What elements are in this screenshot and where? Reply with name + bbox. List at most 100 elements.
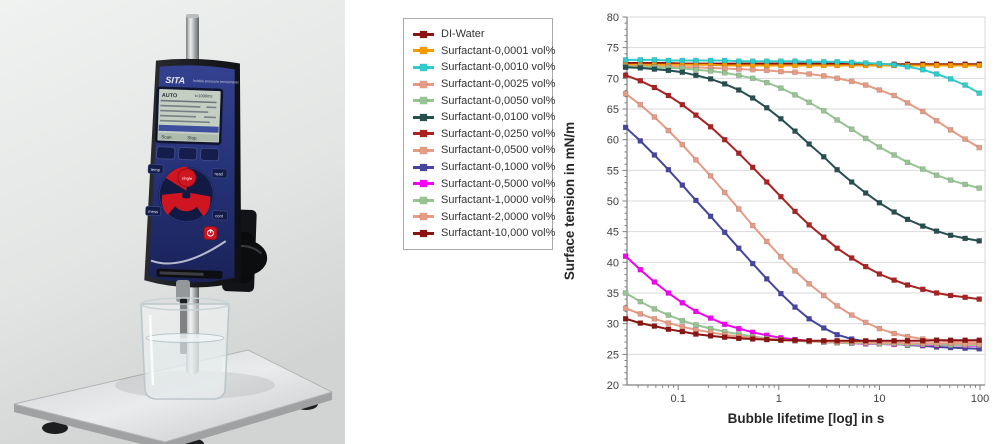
data-point: [693, 157, 699, 163]
data-point: [920, 66, 926, 73]
legend-label: Surfactant-0,0100 vol%: [441, 111, 556, 124]
temp-button: [147, 164, 164, 175]
series-line: [625, 317, 980, 342]
data-point: [665, 92, 672, 99]
data-point: [707, 315, 714, 321]
data-point: [848, 126, 855, 132]
data-point: [622, 316, 629, 322]
data-point: [848, 179, 855, 185]
y-tick-label: 55: [607, 165, 619, 177]
data-point: [834, 75, 840, 82]
data-point: [764, 79, 770, 86]
data-point: [637, 57, 644, 63]
legend-marker: [413, 163, 434, 171]
data-point: [736, 245, 742, 251]
data-point: [834, 303, 840, 309]
data-point: [721, 229, 728, 236]
data-point: [962, 62, 968, 69]
x-tick-label: 1: [776, 393, 782, 405]
data-point: [707, 124, 714, 130]
panel-swoosh: [150, 240, 227, 265]
legend-label: Surfactant-10,000 vol%: [441, 227, 556, 240]
data-point: [920, 166, 926, 172]
data-point: [821, 234, 827, 240]
x-tick-label: 10: [873, 393, 885, 405]
data-point: [637, 78, 644, 84]
data-point: [778, 85, 784, 91]
data-point: [962, 337, 968, 343]
data-point: [764, 58, 770, 64]
data-point: [651, 57, 658, 63]
data-point: [821, 73, 827, 79]
data-point: [764, 179, 770, 185]
data-point: [764, 238, 770, 245]
data-point: [933, 71, 940, 77]
data-point: [736, 58, 742, 64]
legend-label: Surfactant-0,0025 vol%: [441, 78, 556, 91]
data-point: [679, 101, 686, 108]
temp-button-label: temp: [151, 167, 161, 172]
data-point: [821, 108, 827, 114]
liquid: [146, 338, 224, 397]
data-point: [806, 71, 812, 77]
data-point: [792, 92, 798, 98]
y-tick-label: 75: [607, 43, 619, 55]
data-point: [821, 292, 827, 299]
legend-marker: [413, 180, 434, 188]
data-point: [862, 135, 869, 142]
data-point: [622, 64, 629, 71]
data-point: [749, 336, 756, 342]
read-button: [211, 168, 228, 179]
data-point: [933, 172, 940, 178]
device-label: bubble pressure tensiometer: [193, 79, 239, 85]
data-point: [637, 266, 644, 273]
data-point: [778, 254, 784, 260]
y-axis-title: Surface tension in mN/m: [562, 122, 577, 280]
data-point: [976, 337, 982, 343]
data-point: [736, 325, 742, 332]
data-point: [622, 57, 629, 63]
lcd-screen: AUTO t=1000ms Scan Stop: [154, 86, 224, 146]
legend-item: Surfactant-0,0050 vol%: [413, 92, 555, 109]
data-point: [848, 255, 855, 261]
legend-item: Surfactant-10,000 vol%: [413, 225, 555, 242]
device-body: SITA bubble pressure tensiometer AUTO t=…: [144, 58, 242, 288]
control-pad: single: [158, 166, 215, 223]
data-point: [904, 282, 911, 288]
data-point: [891, 338, 897, 344]
data-point: [821, 325, 827, 331]
data-point: [679, 300, 686, 306]
data-point: [806, 59, 812, 65]
data-point: [707, 68, 714, 74]
plate-edge: [14, 392, 332, 444]
data-point: [947, 76, 954, 82]
data-point: [806, 99, 812, 106]
legend-item: DI-Water: [413, 26, 546, 43]
data-point: [707, 57, 714, 64]
y-tick-label: 80: [607, 12, 619, 24]
data-point: [933, 337, 940, 343]
data-point: [976, 296, 982, 302]
data-point: [904, 100, 911, 106]
data-point: [622, 253, 629, 259]
data-point: [749, 95, 756, 101]
legend-marker: [413, 63, 434, 71]
y-tick-label: 45: [607, 227, 619, 239]
series-line: [625, 66, 980, 242]
x-tick-label: 100: [971, 393, 989, 405]
data-point: [665, 326, 672, 332]
data-point: [976, 90, 982, 96]
legend-item: Surfactant-2,0000 vol%: [413, 209, 555, 226]
data-point: [651, 323, 658, 329]
data-point: [749, 164, 756, 171]
data-point: [947, 62, 954, 69]
series-line: [624, 255, 980, 347]
legend-item: Surfactant-0,0025 vol%: [413, 76, 555, 93]
data-point: [622, 90, 629, 97]
legend-marker: [413, 97, 434, 105]
data-point: [933, 117, 940, 124]
legend-label: Surfactant-0,0010 vol%: [441, 61, 556, 74]
y-tick-label: 50: [607, 196, 619, 208]
data-point: [622, 72, 629, 79]
legend-marker: [413, 47, 434, 55]
